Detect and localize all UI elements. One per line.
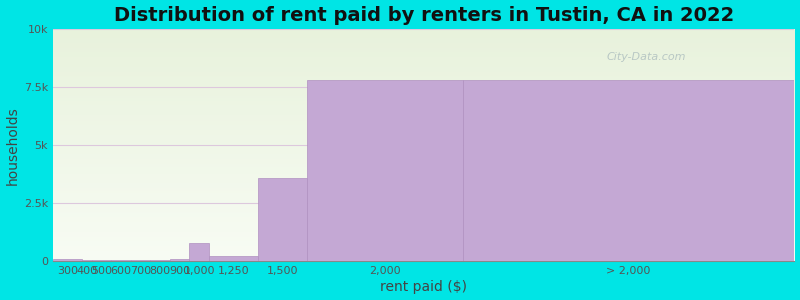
Bar bbox=[170, 259, 190, 261]
Bar bbox=[462, 80, 794, 261]
Bar bbox=[150, 260, 170, 261]
X-axis label: rent paid ($): rent paid ($) bbox=[380, 280, 467, 294]
Title: Distribution of rent paid by renters in Tustin, CA in 2022: Distribution of rent paid by renters in … bbox=[114, 6, 734, 25]
Bar bbox=[209, 256, 258, 261]
Bar bbox=[111, 260, 131, 261]
Bar bbox=[82, 260, 92, 261]
Bar bbox=[92, 260, 111, 261]
Bar bbox=[131, 260, 150, 261]
Bar bbox=[258, 178, 306, 261]
Bar bbox=[306, 80, 462, 261]
Text: City-Data.com: City-Data.com bbox=[606, 52, 686, 62]
Y-axis label: households: households bbox=[6, 106, 19, 184]
Bar bbox=[190, 243, 209, 261]
Bar bbox=[53, 259, 82, 261]
